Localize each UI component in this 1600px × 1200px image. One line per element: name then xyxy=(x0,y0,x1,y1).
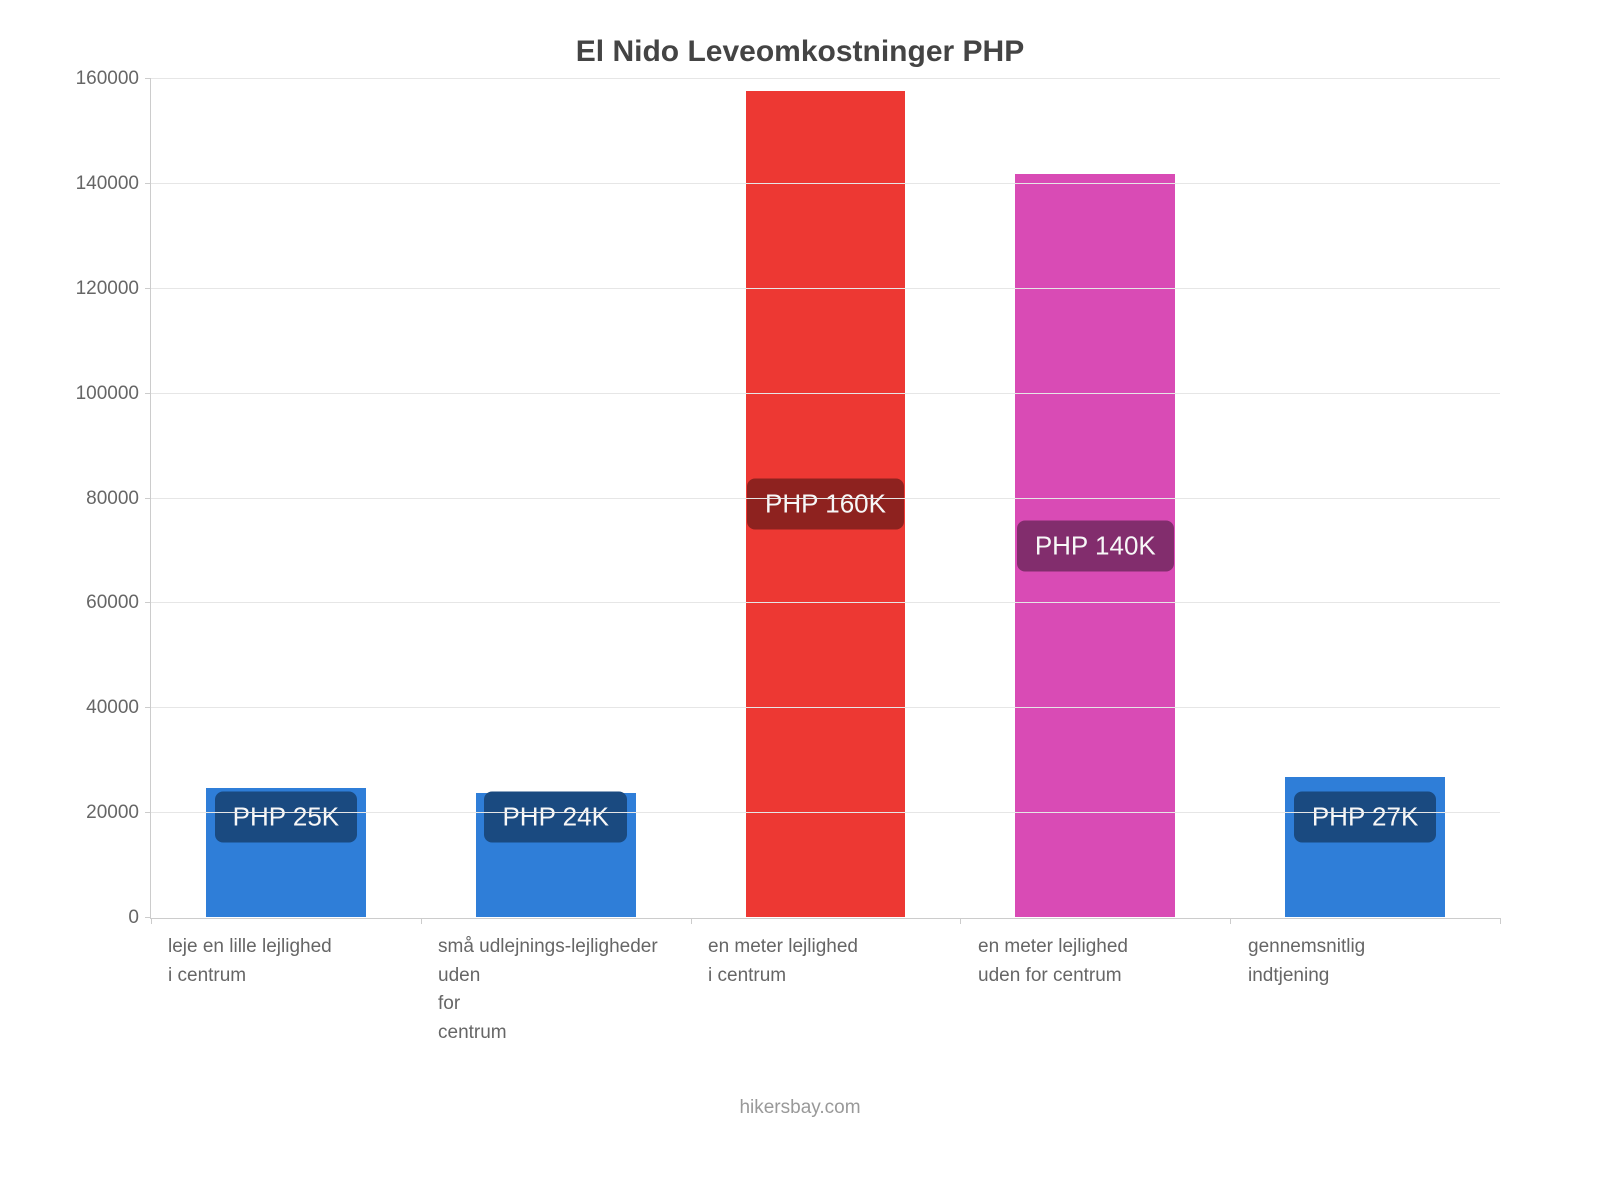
bar-label-anchor: PHP 24K xyxy=(421,766,691,817)
xtick-mark xyxy=(691,918,692,924)
chart-title: El Nido Leveomkostninger PHP xyxy=(40,35,1560,69)
gridline xyxy=(151,78,1500,79)
ytick-label: 120000 xyxy=(76,278,151,300)
xtick-mark xyxy=(1230,918,1231,924)
bar-label-anchor: PHP 140K xyxy=(960,495,1230,546)
bar-label-anchor: PHP 25K xyxy=(151,766,421,817)
x-axis-label: en meter lejligheduden for centrum xyxy=(960,919,1230,1047)
x-axis-labels: leje en lille lejlighedi centrumsmå udle… xyxy=(150,919,1500,1047)
gridline xyxy=(151,707,1500,708)
ytick-label: 80000 xyxy=(86,488,151,510)
bar-label-anchor: PHP 160K xyxy=(691,453,961,504)
cost-of-living-chart: El Nido Leveomkostninger PHP PHP 25KPHP … xyxy=(0,0,1600,1200)
bar-label-anchor: PHP 27K xyxy=(1230,766,1500,817)
ytick-label: 160000 xyxy=(76,68,151,90)
bar-slot: PHP 160K xyxy=(691,79,961,918)
bar-value-label: PHP 24K xyxy=(484,792,626,843)
bar-slot: PHP 24K xyxy=(421,79,691,918)
x-axis-label: gennemsnitligindtjening xyxy=(1230,919,1500,1047)
xtick-mark xyxy=(1500,918,1501,924)
bar-value-label: PHP 140K xyxy=(1017,520,1174,571)
bar-slot: PHP 25K xyxy=(151,79,421,918)
gridline xyxy=(151,812,1500,813)
bars-row: PHP 25KPHP 24KPHP 160KPHP 140KPHP 27K xyxy=(151,79,1500,918)
plot-area: PHP 25KPHP 24KPHP 160KPHP 140KPHP 27K 02… xyxy=(150,79,1500,919)
gridline xyxy=(151,183,1500,184)
ytick-label: 20000 xyxy=(86,802,151,824)
bar-slot: PHP 27K xyxy=(1230,79,1500,918)
bar-value-label: PHP 160K xyxy=(747,478,904,529)
gridline xyxy=(151,602,1500,603)
chart-source: hikersbay.com xyxy=(40,1097,1560,1119)
ytick-label: 140000 xyxy=(76,173,151,195)
gridline xyxy=(151,393,1500,394)
x-axis-label: leje en lille lejlighedi centrum xyxy=(150,919,420,1047)
bar-value-label: PHP 25K xyxy=(215,792,357,843)
xtick-mark xyxy=(151,918,152,924)
ytick-label: 0 xyxy=(128,907,151,929)
xtick-mark xyxy=(960,918,961,924)
x-axis-label: små udlejnings-lejlighederudenforcentrum xyxy=(420,919,690,1047)
x-axis-label: en meter lejlighedi centrum xyxy=(690,919,960,1047)
ytick-label: 60000 xyxy=(86,592,151,614)
gridline xyxy=(151,288,1500,289)
ytick-label: 40000 xyxy=(86,697,151,719)
ytick-label: 100000 xyxy=(76,383,151,405)
bar-slot: PHP 140K xyxy=(960,79,1230,918)
bar-value-label: PHP 27K xyxy=(1294,792,1436,843)
xtick-mark xyxy=(421,918,422,924)
gridline xyxy=(151,498,1500,499)
